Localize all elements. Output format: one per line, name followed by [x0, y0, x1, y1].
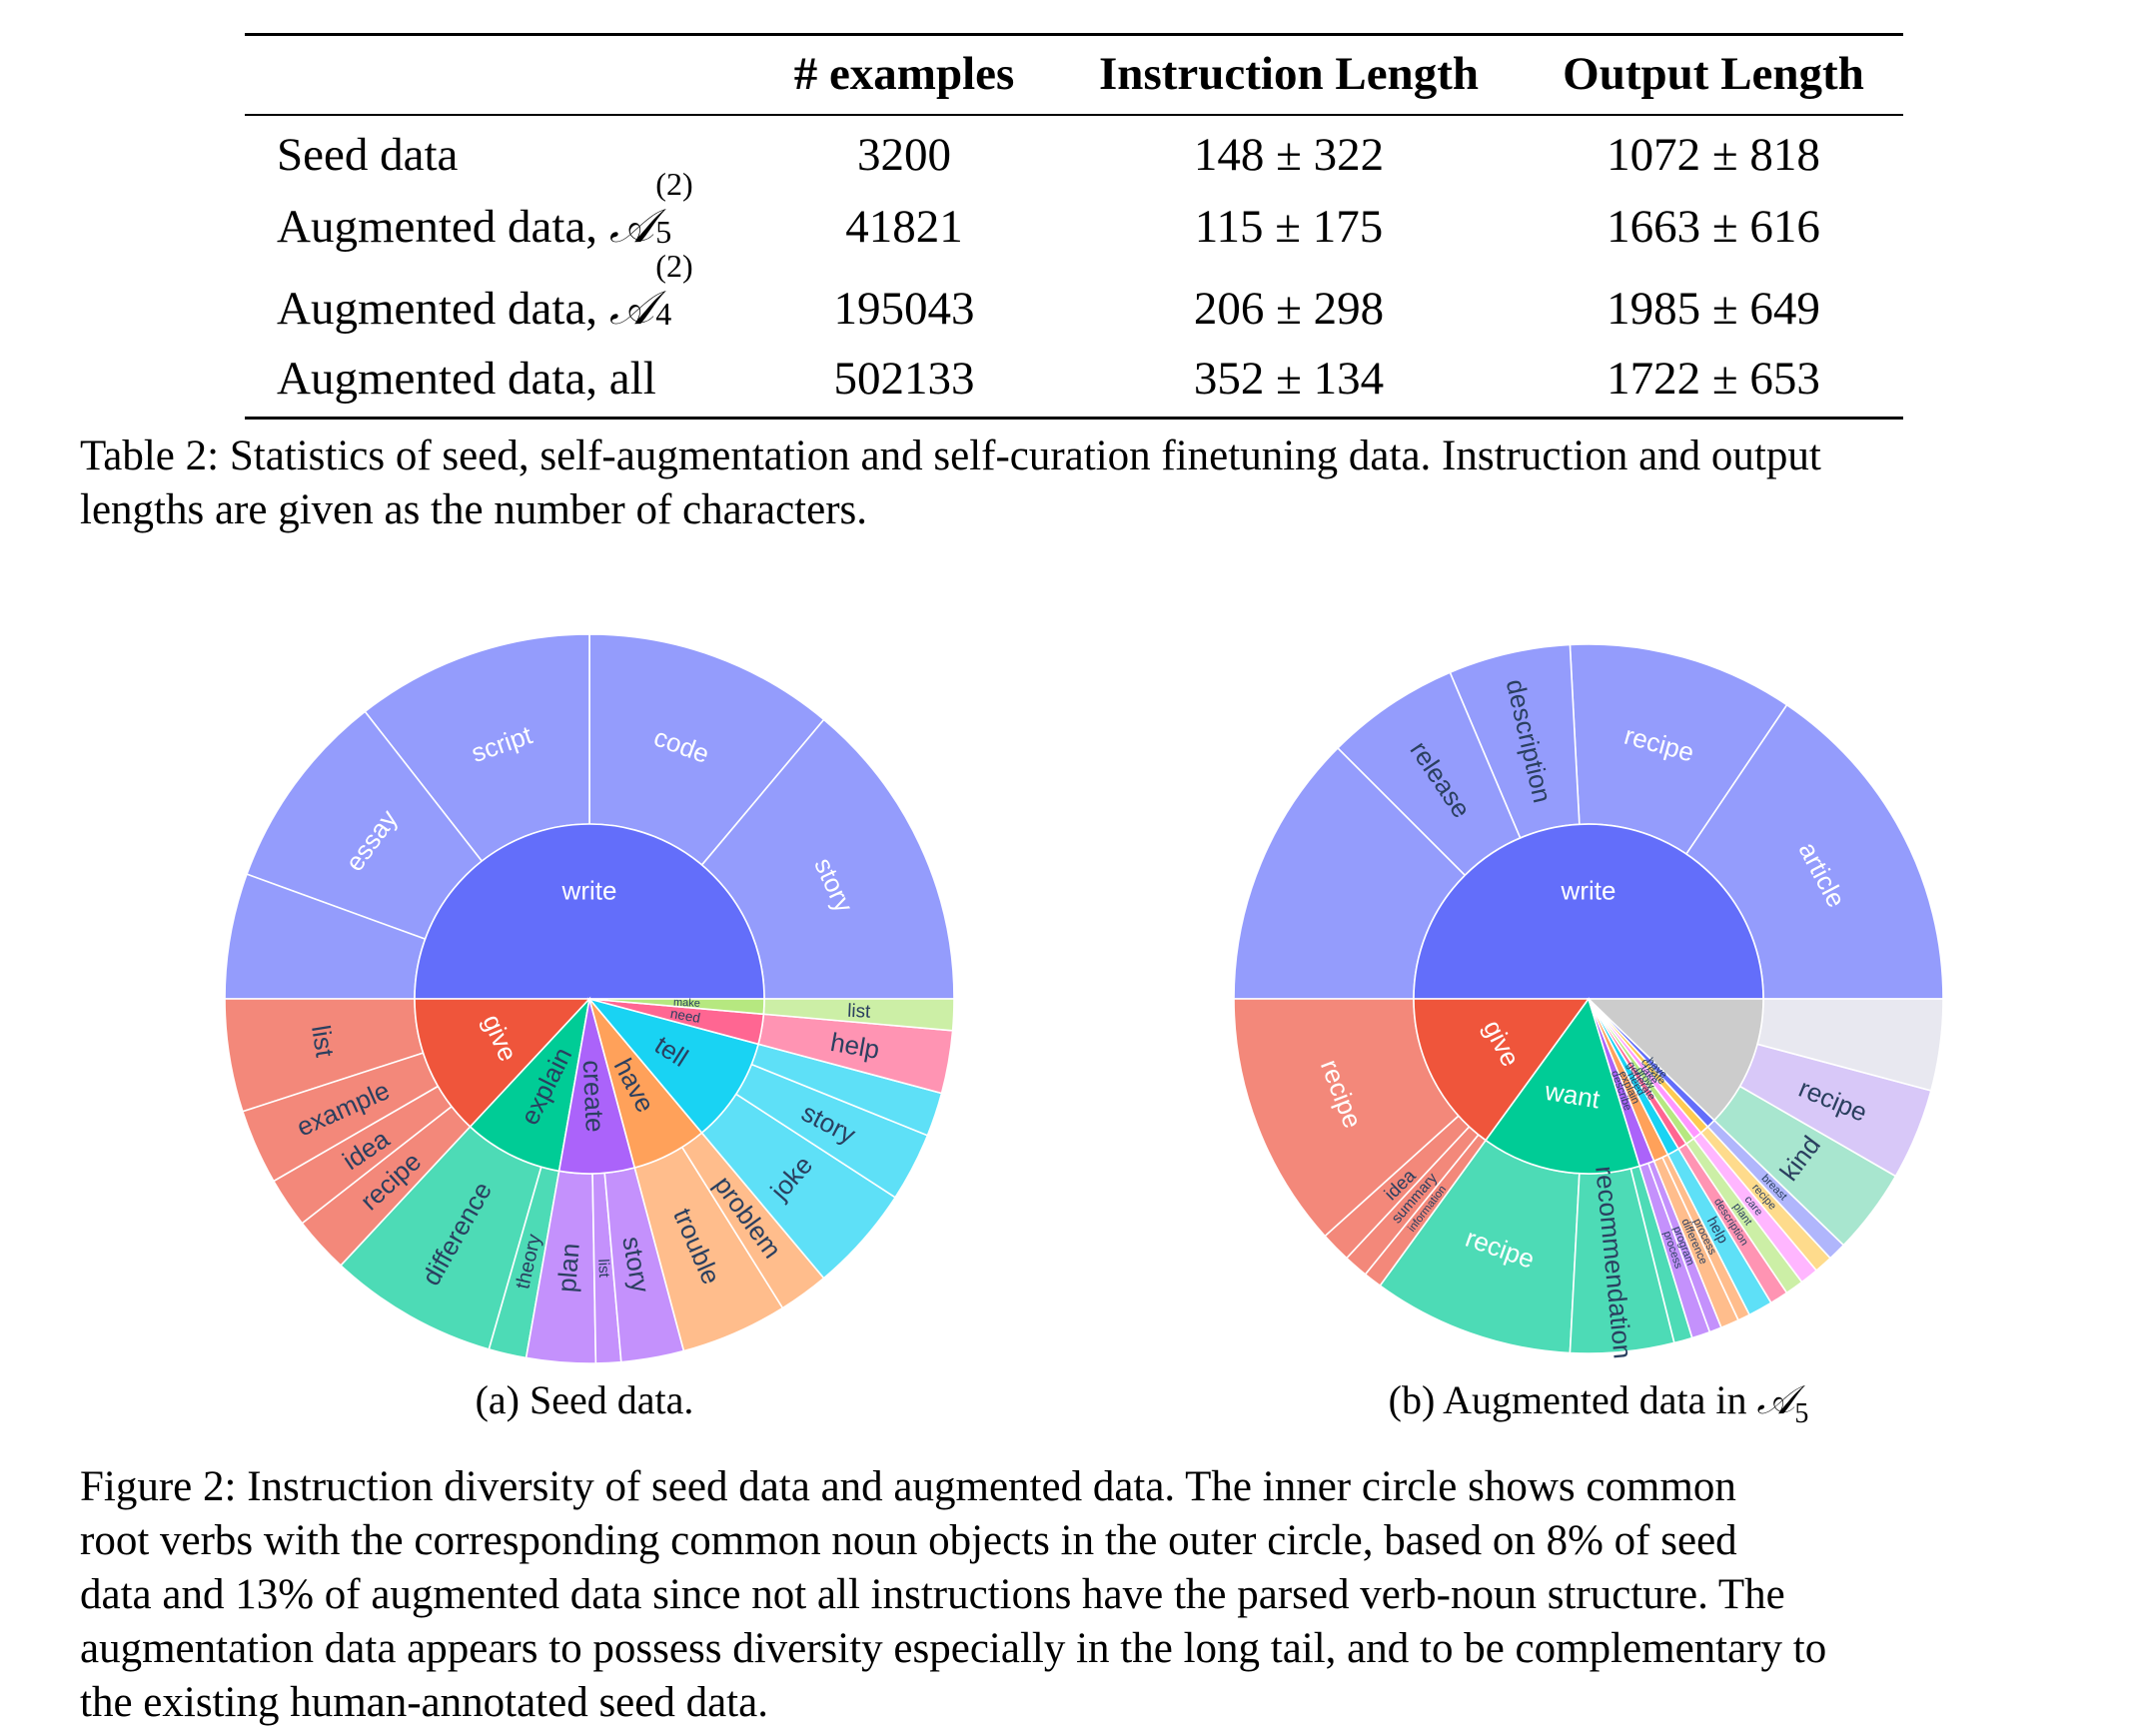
- caption-line: augmentation data appears to possess div…: [80, 1625, 1827, 1672]
- statistics-table: # examples Instruction Length Output Len…: [245, 33, 1903, 421]
- row-output-length: 1663 ± 616: [1607, 201, 1820, 253]
- augmented-data-sunburst: articlerecipedescriptionreleaserecipeide…: [1233, 643, 1944, 1358]
- inner-label: create: [577, 1060, 610, 1134]
- caption-line: root verbs with the corresponding common…: [80, 1517, 1737, 1564]
- row-label: Seed data: [277, 129, 459, 181]
- table-top-rule: [245, 33, 1903, 36]
- inner-label: need: [669, 1006, 701, 1026]
- table-header-rule: [245, 114, 1903, 116]
- caption-line: Figure 2: Instruction diversity of seed …: [80, 1463, 1736, 1510]
- row-output-length: 1985 ± 649: [1607, 283, 1820, 335]
- row-label: Augmented data, 𝒜 (2) 5: [277, 166, 693, 254]
- row-instruction-length: 352 ± 134: [1193, 353, 1385, 405]
- header-instruction-length: Instruction Length: [1099, 48, 1479, 100]
- inner-segment: [414, 823, 765, 1000]
- augmented-subcaption: (b) Augmented data in 𝒜5: [1388, 1377, 1809, 1429]
- header-output-length: Output Length: [1563, 48, 1864, 100]
- table-bottom-rule: [245, 417, 1903, 420]
- row-instruction-length: 206 ± 298: [1193, 283, 1385, 335]
- seed-subcaption: (a) Seed data.: [475, 1377, 694, 1422]
- row-examples: 195043: [833, 283, 975, 335]
- figure-caption: Figure 2: Instruction diversity of seed …: [80, 1460, 2073, 1730]
- inner-segment: [1413, 823, 1764, 1000]
- outer-label: list: [306, 1023, 341, 1060]
- inner-segment: [1587, 998, 1764, 1122]
- outer-label: list: [594, 1259, 612, 1279]
- inner-segment: [1413, 998, 1591, 1142]
- inner-segment: [469, 996, 591, 1173]
- inner-segment: [414, 998, 591, 1129]
- outer-label: plan: [551, 1242, 585, 1293]
- caption-line: data and 13% of augmented data since not…: [80, 1571, 1785, 1618]
- caption-line: Table 2: Statistics of seed, self-augmen…: [80, 433, 1821, 479]
- row-label: Augmented data, 𝒜 (2) 4: [277, 248, 693, 336]
- caption-line: the existing human-annotated seed data.: [80, 1679, 768, 1726]
- inner-label: make: [673, 997, 700, 1010]
- seed-data-sunburst: storycodescriptessaylistexampleidearecip…: [224, 633, 955, 1364]
- inner-segment: [588, 998, 765, 1016]
- inner-label: write: [1561, 876, 1616, 906]
- inner-segment: [586, 997, 760, 1135]
- inner-label: write: [561, 876, 617, 906]
- row-examples: 3200: [857, 129, 951, 181]
- row-output-length: 1722 ± 653: [1607, 353, 1820, 405]
- row-instruction-length: 115 ± 175: [1194, 201, 1384, 253]
- outer-label: list: [847, 1000, 872, 1022]
- row-label: Augmented data, all: [277, 353, 656, 405]
- row-output-length: 1072 ± 818: [1607, 129, 1820, 181]
- table-caption: Table 2: Statistics of seed, self-augmen…: [80, 430, 2073, 537]
- caption-line: lengths are given as the number of chara…: [80, 486, 868, 533]
- row-examples: 502133: [833, 353, 975, 405]
- row-instruction-length: 148 ± 322: [1193, 129, 1385, 181]
- row-examples: 41821: [845, 201, 963, 253]
- header-examples: # examples: [793, 48, 1015, 100]
